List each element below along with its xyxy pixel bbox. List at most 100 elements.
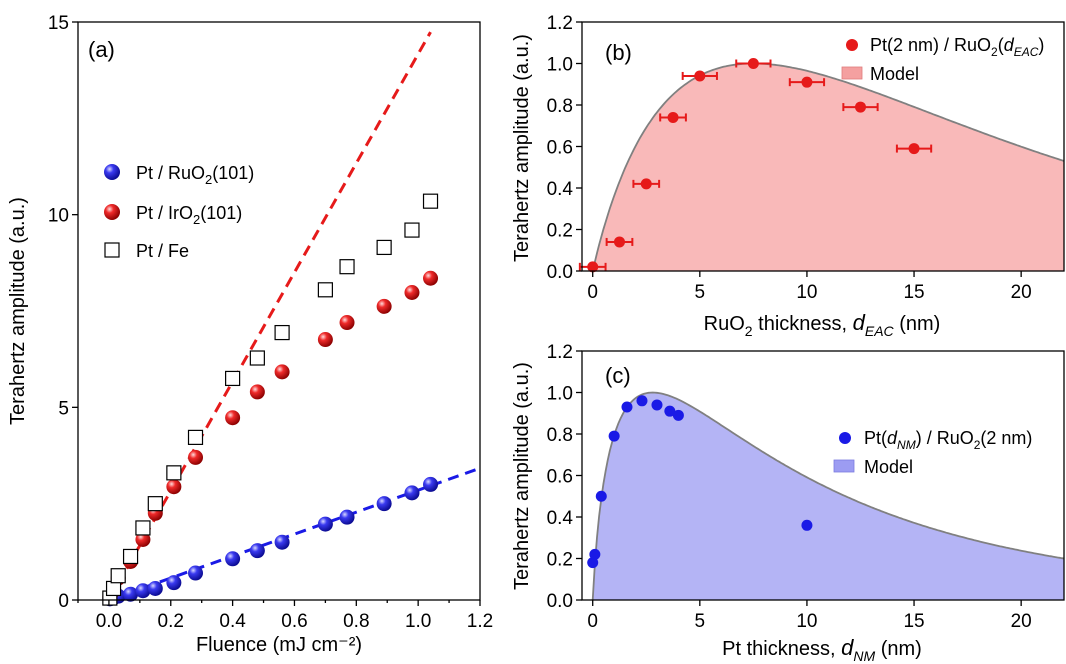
data-point-pt-ruo2-deac (640, 178, 652, 190)
legend-label-pt-fe: Pt / Fe (136, 241, 189, 261)
data-point-pt-ruo-101 (339, 509, 355, 525)
data-point-pt-fe (339, 259, 355, 275)
y-tick-label: 0.6 (547, 138, 573, 159)
panel-c: 0 5 10 15 20 0.0 0.2 0.4 0.6 0.8 1.0 1.2 (c) Pt thi… (511, 342, 1065, 664)
data-point-pt-iro-101 (225, 410, 241, 426)
data-point-pt-dnm-ruo2 (664, 405, 676, 417)
data-point-pt-fe (135, 520, 151, 536)
panel-c-xlabel: Pt thickness, dNM (nm) (722, 635, 922, 664)
data-point-pt-ruo-101 (274, 534, 290, 550)
panel-c-ylabel: Terahertz amplitude (a.u.) (511, 362, 533, 590)
model-area (592, 63, 1064, 271)
x-tick-label: 15 (903, 611, 924, 632)
data-point-pt-ruo-101 (225, 551, 241, 567)
panel-a-ylabel: Terahertz amplitude (a.u.) (7, 197, 29, 425)
legend-marker-pt-fe (104, 242, 120, 258)
data-point-pt-ruo-101 (123, 586, 139, 602)
y-tick-label: 0.2 (547, 550, 573, 571)
data-point-pt-ruo-101 (376, 496, 392, 512)
model-curve (591, 62, 1065, 272)
panel-b-legend: Pt(2 nm) / RuO2(dEAC) Model (841, 35, 1044, 84)
x-tick-label: 1.0 (405, 611, 431, 632)
data-point-pt-fe (274, 324, 290, 341)
data-point-pt-fe (122, 548, 139, 565)
data-point-pt-iro-101 (339, 315, 355, 331)
data-point-pt-ruo-101 (147, 580, 163, 596)
panel-b: 0 5 10 15 20 0.0 0.2 0.4 0.6 0.8 1.0 1.2 (b) RuO2 t… (511, 13, 1065, 339)
x-tick-label: 0 (587, 611, 598, 632)
data-point-pt-dnm-ruo2 (608, 430, 620, 442)
y-tick-label: 0.8 (547, 96, 573, 117)
x-tick-label: 10 (796, 282, 817, 303)
data-point-pt-fe (317, 282, 333, 298)
data-point-pt-ruo2-deac (667, 111, 679, 123)
data-point-pt-fe (376, 239, 392, 256)
panel-a-legend: Pt / RuO2(101) Pt / IrO2(101) Pt / Fe (104, 163, 254, 261)
data-point-pt-ruo-101 (249, 543, 265, 559)
data-point-pt-ruo2-deac (694, 70, 706, 82)
legend-swatch-model-b (841, 66, 863, 80)
data-point-pt-ruo-101 (166, 575, 182, 591)
legend-label-pt-iro2: Pt / IrO2(101) (136, 203, 242, 227)
data-point-pt-fe (166, 465, 182, 481)
y-tick-label: 1.0 (547, 55, 573, 76)
panel-b-ylabel: Terahertz amplitude (a.u.) (511, 34, 533, 262)
x-tick-label: 5 (695, 611, 706, 632)
panel-c-legend: Pt(dNM) / RuO2(2 nm) Model (833, 428, 1032, 477)
data-point-pt-fe (422, 193, 439, 209)
y-tick-label: 0.4 (547, 179, 574, 200)
y-tick-label: 15 (48, 13, 69, 34)
panel-a-xlabel: Fluence (mJ cm⁻²) (196, 634, 362, 656)
x-tick-label: 1.2 (467, 611, 493, 632)
legend-marker-pt-dnm-ruo2 (839, 432, 851, 444)
data-point-pt-dnm-ruo2 (651, 399, 663, 411)
x-tick-label: 20 (1011, 282, 1032, 303)
panel-a: 0.0 0.2 0.4 0.6 0.8 1.0 1.2 0 5 10 15 (a) Fluence … (7, 13, 493, 656)
data-point-pt-ruo-101 (404, 485, 420, 501)
legend-marker-pt-ruo2 (104, 164, 120, 180)
panel-a-label: (a) (88, 37, 115, 62)
data-point-pt-fe (249, 350, 265, 366)
y-tick-label: 0.2 (547, 221, 573, 242)
data-point-pt-fe (404, 222, 420, 238)
data-point-pt-fe (225, 370, 241, 387)
legend-swatch-model-c (833, 459, 855, 473)
data-point-pt-ruo2-deac (801, 76, 813, 88)
data-point-pt-dnm-ruo2 (801, 519, 813, 531)
y-tick-label: 0.6 (547, 467, 573, 488)
legend-label-model-c: Model (864, 457, 913, 477)
y-tick-label: 1.2 (547, 13, 573, 34)
data-point-pt-ruo-101 (317, 516, 333, 532)
data-point-pt-ruo-101 (135, 583, 151, 599)
data-point-pt-iro-101 (135, 532, 151, 548)
y-tick-label: 0.0 (547, 591, 573, 612)
data-point-pt-fe (105, 580, 122, 597)
panel-c-label: (c) (605, 363, 631, 388)
panel-a-frame (77, 21, 481, 601)
x-tick-label: 0.8 (343, 611, 369, 632)
x-tick-label: 0.2 (158, 611, 184, 632)
model-area (592, 392, 1064, 600)
y-tick-label: 1.0 (547, 384, 573, 405)
x-tick-label: 5 (695, 282, 706, 303)
y-tick-label: 5 (58, 398, 69, 419)
data-point-pt-ruo-101 (188, 565, 204, 581)
data-point-pt-dnm-ruo2 (587, 557, 599, 569)
y-tick-label: 0 (58, 591, 69, 612)
x-tick-label: 0.6 (281, 611, 307, 632)
x-tick-label: 0.4 (219, 611, 246, 632)
panel-b-xlabel: RuO2 thickness, dEAC (nm) (704, 310, 941, 339)
x-tick-label: 0.0 (96, 611, 122, 632)
data-point-pt-dnm-ruo2 (595, 490, 607, 502)
data-point-pt-iro-101 (423, 270, 439, 286)
model-curve (591, 391, 1065, 601)
legend-marker-pt-ruo2-deac (846, 39, 858, 51)
data-point-pt-iro-101 (166, 479, 182, 495)
data-point-pt-dnm-ruo2 (672, 409, 684, 421)
legend-label-pt-ruo2-deac: Pt(2 nm) / RuO2(dEAC) (870, 35, 1044, 59)
y-tick-label: 0.4 (547, 508, 574, 529)
x-tick-label: 15 (903, 282, 924, 303)
data-point-pt-ruo2-deac (747, 58, 759, 69)
data-point-pt-iro-101 (188, 449, 204, 465)
data-point-pt-ruo-101 (423, 476, 439, 492)
